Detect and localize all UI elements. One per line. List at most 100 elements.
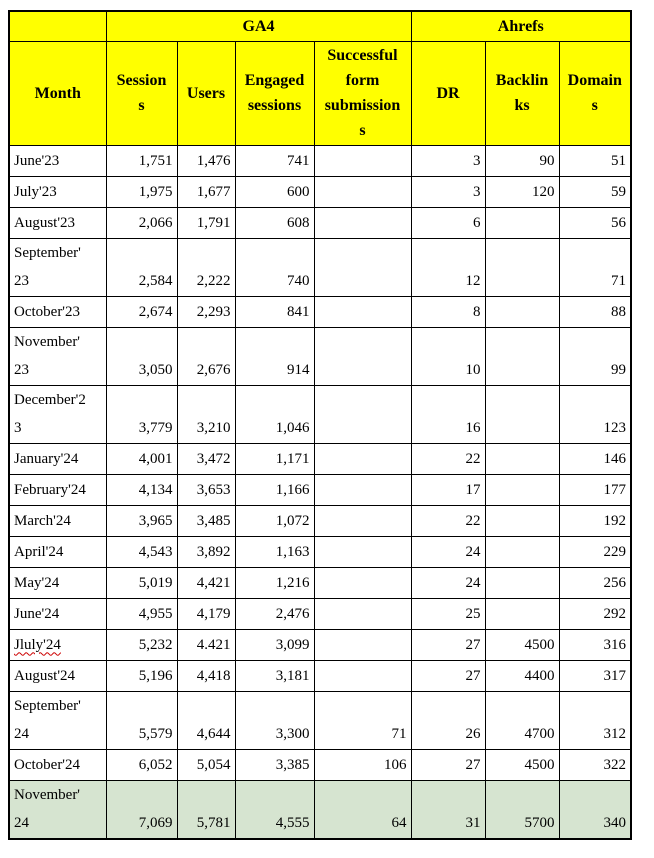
- month-label: December'2 3: [14, 391, 86, 436]
- value-cell: 3,965: [105, 504, 178, 537]
- value-cell: 292: [558, 597, 632, 630]
- value-cell: 3,485: [176, 504, 236, 537]
- value-cell: 1,046: [234, 384, 315, 444]
- value-cell: 4.421: [176, 628, 236, 661]
- table-row: July'23 1,975 1,677 600 3 120 59: [8, 175, 632, 208]
- value-cell: 312: [558, 690, 632, 750]
- value-cell: [484, 473, 560, 506]
- column-header-1: Session s: [105, 40, 178, 146]
- month-cell: Jluly'24: [8, 628, 107, 661]
- value-cell: 2,674: [105, 295, 178, 328]
- value-cell: 3,385: [234, 748, 315, 781]
- value-cell: 12: [410, 237, 486, 297]
- month-cell: October'23: [8, 295, 107, 328]
- value-cell: [484, 384, 560, 444]
- corner-cell: [8, 10, 107, 42]
- table-row: August'23 2,066 1,791 608 6 56: [8, 206, 632, 239]
- value-cell: [484, 597, 560, 630]
- value-cell: 322: [558, 748, 632, 781]
- value-cell: [313, 384, 412, 444]
- value-cell: 22: [410, 504, 486, 537]
- value-cell: 26: [410, 690, 486, 750]
- month-cell: May'24: [8, 566, 107, 599]
- month-label: July'23: [14, 183, 57, 200]
- value-cell: 1,216: [234, 566, 315, 599]
- value-cell: [313, 295, 412, 328]
- table-body: June'23 1,751 1,476 741 3 90 51 July'23 1,975 1,6…: [8, 144, 632, 839]
- table-header: GA4 Ahrefs Month Session s Users Engaged sess…: [8, 10, 632, 146]
- value-cell: [313, 175, 412, 208]
- column-header-0: Month: [8, 40, 107, 146]
- value-cell: 3: [410, 175, 486, 208]
- header-group-row: GA4 Ahrefs: [8, 10, 632, 42]
- value-cell: [313, 206, 412, 239]
- value-cell: 16: [410, 384, 486, 444]
- column-header-6: Backlin ks: [484, 40, 560, 146]
- value-cell: 1,975: [105, 175, 178, 208]
- month-cell: July'23: [8, 175, 107, 208]
- table-row: August'24 5,196 4,418 3,181 27 4400 317: [8, 659, 632, 692]
- month-cell: September' 23: [8, 237, 107, 297]
- value-cell: [313, 659, 412, 692]
- value-cell: 2,676: [176, 326, 236, 386]
- value-cell: 3: [410, 144, 486, 177]
- value-cell: 2,066: [105, 206, 178, 239]
- value-cell: 317: [558, 659, 632, 692]
- column-header-4: Successful form submission s: [313, 40, 412, 146]
- value-cell: [313, 504, 412, 537]
- value-cell: 5,054: [176, 748, 236, 781]
- value-cell: [484, 442, 560, 475]
- column-header-5: DR: [410, 40, 486, 146]
- value-cell: [313, 442, 412, 475]
- value-cell: 914: [234, 326, 315, 386]
- value-cell: 600: [234, 175, 315, 208]
- value-cell: 2,584: [105, 237, 178, 297]
- column-header-2: Users: [176, 40, 236, 146]
- value-cell: 120: [484, 175, 560, 208]
- month-label: January'24: [14, 450, 79, 467]
- value-cell: 106: [313, 748, 412, 781]
- table-row: January'24 4,001 3,472 1,171 22 146: [8, 442, 632, 475]
- value-cell: [484, 237, 560, 297]
- value-cell: 741: [234, 144, 315, 177]
- table-row: September' 23 2,584 2,222 740 12 71: [8, 237, 632, 297]
- value-cell: 4,001: [105, 442, 178, 475]
- value-cell: 1,163: [234, 535, 315, 568]
- value-cell: [484, 535, 560, 568]
- value-cell: 3,892: [176, 535, 236, 568]
- table-row: November' 23 3,050 2,676 914 10 99: [8, 326, 632, 386]
- value-cell: 25: [410, 597, 486, 630]
- value-cell: 3,779: [105, 384, 178, 444]
- column-header-7: Domain s: [558, 40, 632, 146]
- value-cell: 90: [484, 144, 560, 177]
- value-cell: 3,300: [234, 690, 315, 750]
- value-cell: 2,293: [176, 295, 236, 328]
- value-cell: 5,781: [176, 779, 236, 839]
- value-cell: [484, 326, 560, 386]
- value-cell: 5,019: [105, 566, 178, 599]
- value-cell: [484, 206, 560, 239]
- value-cell: [484, 504, 560, 537]
- value-cell: 2,476: [234, 597, 315, 630]
- value-cell: 7,069: [105, 779, 178, 839]
- value-cell: [484, 566, 560, 599]
- month-label: November' 24: [14, 786, 81, 831]
- value-cell: 6,052: [105, 748, 178, 781]
- value-cell: 27: [410, 748, 486, 781]
- header-columns-row: Month Session s Users Engaged sessions Succe…: [8, 40, 632, 146]
- value-cell: 4700: [484, 690, 560, 750]
- value-cell: [313, 237, 412, 297]
- month-label: March'24: [14, 512, 71, 529]
- value-cell: 177: [558, 473, 632, 506]
- table-row: December'2 3 3,779 3,210 1,046 16 123: [8, 384, 632, 444]
- value-cell: [313, 473, 412, 506]
- table-row: October'24 6,052 5,054 3,385 106 27 4500 322: [8, 748, 632, 781]
- value-cell: 4400: [484, 659, 560, 692]
- value-cell: 1,171: [234, 442, 315, 475]
- value-cell: 4500: [484, 748, 560, 781]
- value-cell: 5,232: [105, 628, 178, 661]
- value-cell: 4,555: [234, 779, 315, 839]
- value-cell: 56: [558, 206, 632, 239]
- value-cell: [313, 628, 412, 661]
